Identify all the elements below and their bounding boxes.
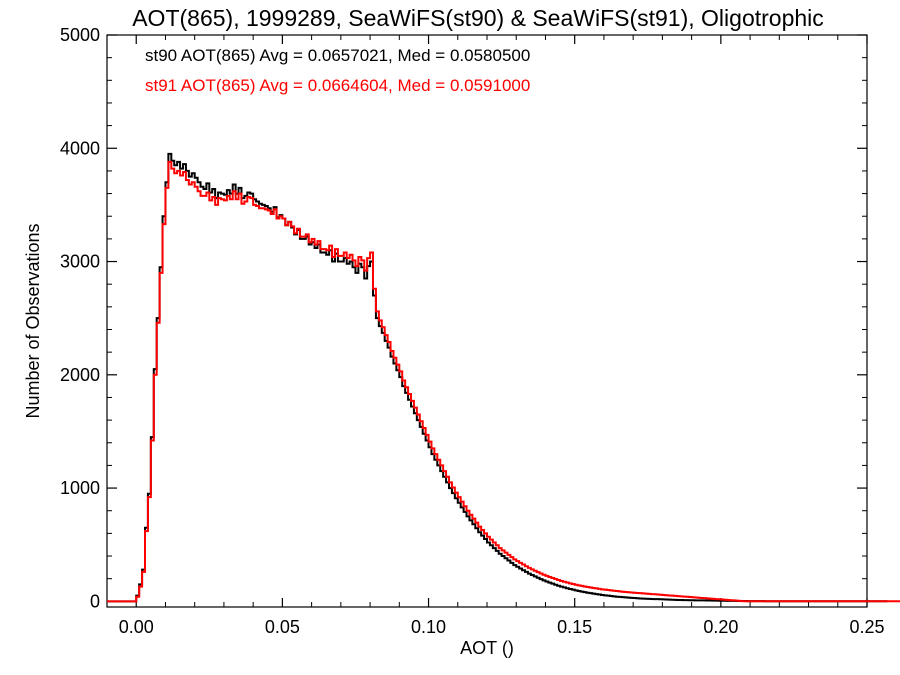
y-tick-label: 2000	[60, 365, 100, 385]
legend-entry-st91: st91 AOT(865) Avg = 0.0664604, Med = 0.0…	[145, 76, 530, 95]
x-tick-label: 0.25	[849, 617, 884, 637]
series-layer	[107, 152, 900, 603]
y-tick-label: 4000	[60, 138, 100, 158]
y-tick-label: 1000	[60, 478, 100, 498]
x-tick-label: 0.20	[703, 617, 738, 637]
x-tick-label: 0.00	[119, 617, 154, 637]
x-tick-label: 0.05	[265, 617, 300, 637]
y-tick-label: 0	[90, 591, 100, 611]
legend-entry-st90: st90 AOT(865) Avg = 0.0657021, Med = 0.0…	[145, 46, 530, 65]
x-tick-label: 0.10	[411, 617, 446, 637]
y-axis: 0 1000 2000 3000 4000 5000	[60, 25, 867, 611]
plot-frame	[106, 34, 868, 608]
legend: st90 AOT(865) Avg = 0.0657021, Med = 0.0…	[145, 46, 530, 95]
y-tick-label: 3000	[60, 252, 100, 272]
series-line-st90	[107, 152, 888, 603]
chart-title: AOT(865), 1999289, SeaWiFS(st90) & SeaWi…	[132, 5, 824, 31]
x-axis-label: AOT ()	[460, 638, 514, 658]
y-axis-label: Number of Observations	[23, 223, 43, 418]
x-tick-label: 0.15	[557, 617, 592, 637]
series-line-st91	[107, 160, 900, 603]
x-axis: 0.00 0.05 0.10 0.15 0.20 0.25	[106, 35, 885, 637]
y-tick-label: 5000	[60, 25, 100, 45]
